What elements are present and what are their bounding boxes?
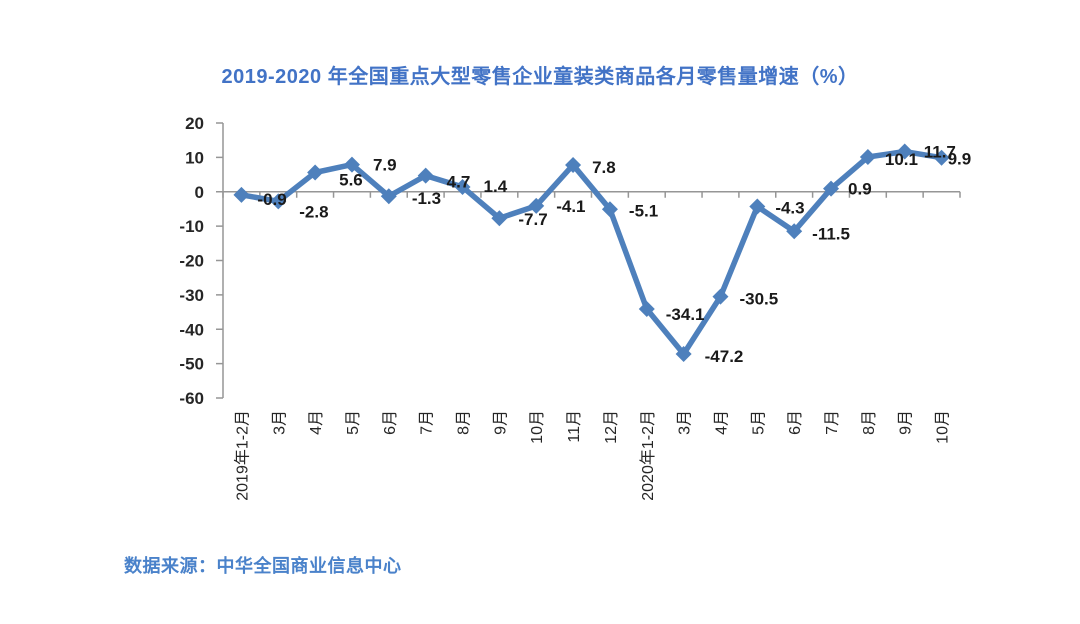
data-label: 10.1 [885, 150, 918, 169]
data-point-marker [712, 288, 729, 305]
data-label: 7.9 [373, 156, 397, 175]
x-category-label: 6月 [382, 410, 399, 435]
x-category-label: 4月 [308, 410, 325, 435]
x-category-label: 5月 [345, 410, 362, 435]
y-tick-label: -10 [179, 217, 204, 236]
x-category-label: 8月 [456, 410, 473, 435]
data-label: -34.1 [666, 305, 705, 324]
data-label: -30.5 [739, 290, 778, 309]
y-tick-label: 0 [195, 183, 204, 202]
y-tick-label: -30 [179, 286, 204, 305]
x-category-label: 9月 [492, 410, 509, 435]
data-point-marker [675, 346, 692, 362]
chart-title: 2019-2020 年全国重点大型零售企业童装类商品各月零售量增速（%） [221, 66, 859, 88]
data-point-marker [270, 193, 287, 210]
data-point-marker [749, 198, 766, 215]
x-category-label: 2020年1-2月 [639, 410, 657, 501]
data-label: 5.6 [339, 171, 363, 190]
x-category-label: 8月 [861, 410, 878, 435]
data-point-marker [933, 149, 950, 166]
data-label: 11.7 [924, 143, 956, 162]
x-category-label: 6月 [787, 410, 804, 435]
data-point-marker [786, 223, 803, 240]
data-label: -4.3 [775, 199, 804, 218]
series-line [238, 148, 945, 357]
data-point-marker [233, 186, 250, 203]
data-label: -47.2 [705, 347, 744, 366]
data-label: 0.9 [848, 180, 872, 199]
x-category-label: 11月 [566, 410, 583, 443]
y-tick-label: -50 [179, 355, 204, 374]
data-point-marker [896, 143, 913, 160]
data-point-marker [528, 197, 545, 214]
data-point-marker [565, 156, 582, 173]
y-tick-label: 20 [185, 114, 204, 133]
data-label: -7.7 [518, 210, 547, 229]
data-label: -1.3 [412, 189, 441, 208]
x-category-label: 10月 [935, 410, 952, 444]
y-tick-label: -20 [179, 252, 204, 271]
data-point-marker [491, 210, 508, 227]
x-category-label: 7月 [419, 410, 436, 435]
x-category-label: 3月 [677, 410, 694, 435]
data-point-marker [343, 156, 360, 173]
data-point-marker [823, 180, 840, 197]
data-point-marker [417, 167, 434, 184]
x-category-label: 3月 [271, 410, 288, 435]
data-point-marker [380, 188, 397, 205]
data-point-marker [859, 149, 876, 166]
x-category-label: 4月 [713, 410, 730, 435]
data-point-marker [601, 201, 618, 218]
data-label: -5.1 [629, 201, 658, 220]
y-tick-label: -60 [179, 389, 204, 408]
data-label: -2.8 [299, 202, 328, 221]
data-label: -4.1 [556, 197, 585, 216]
data-label: 4.7 [447, 173, 471, 192]
data-point-marker [454, 178, 471, 195]
data-label: -0.9 [257, 190, 286, 209]
data-label: -11.5 [812, 224, 850, 243]
y-tick-label: 10 [185, 148, 204, 167]
data-point-marker [307, 164, 324, 181]
x-category-label: 5月 [750, 410, 767, 435]
y-tick-label: -40 [179, 320, 204, 339]
x-category-label: 2019年1-2月 [233, 410, 251, 501]
x-category-label: 9月 [898, 410, 915, 435]
data-label: 7.8 [592, 158, 616, 177]
x-category-label: 12月 [603, 410, 620, 444]
x-category-label: 10月 [529, 410, 546, 444]
x-category-label: 7月 [824, 410, 841, 435]
data-source: 数据来源：中华全国商业信息中心 [124, 556, 402, 576]
data-label: 9.9 [948, 150, 972, 169]
data-point-marker [638, 300, 655, 317]
data-label: 1.4 [484, 177, 508, 196]
